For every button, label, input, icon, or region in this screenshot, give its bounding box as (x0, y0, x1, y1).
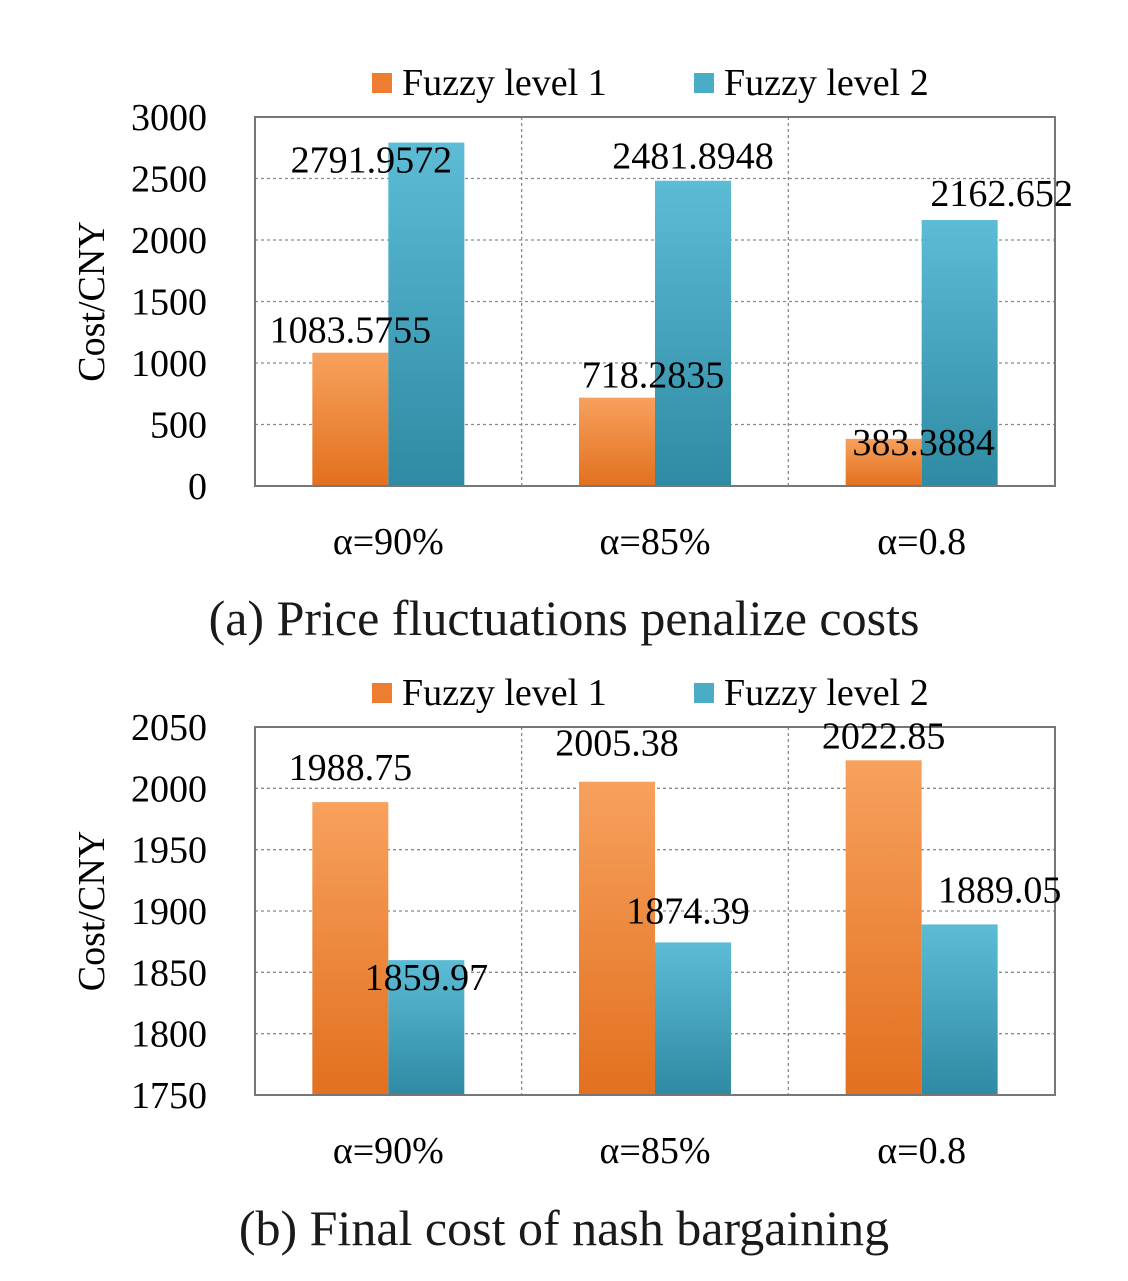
plot-frame (254, 116, 1056, 487)
data-label-series2: 2791.9572 (291, 140, 453, 182)
bar-series2-0 (388, 960, 465, 1095)
y-tick-label: 1800 (131, 1014, 207, 1056)
bar-series1-2 (845, 760, 922, 1095)
chart-a-caption: (a) Price fluctuations penalize costs (208, 590, 920, 646)
data-label-series1: 718.2835 (582, 355, 725, 397)
data-label-series2: 2481.8948 (612, 136, 774, 178)
x-category-label: α=85% (600, 1130, 711, 1172)
y-tick-label: 2500 (131, 159, 207, 201)
legend-label-series1: Fuzzy level 1 (402, 672, 607, 714)
chart-a: 0 500 1000 1500 2000 2500 3000 Cost/CNY α=90% α=8… (71, 62, 1073, 563)
y-tick-label: 2000 (131, 220, 207, 262)
x-category-label: α=0.8 (877, 521, 966, 563)
bar-series2-0 (388, 142, 465, 486)
bar-series2-2 (921, 924, 998, 1095)
data-label-series2: 2162.652 (930, 173, 1073, 215)
bar-series2-1 (655, 180, 731, 487)
y-tick-label: 1950 (131, 830, 207, 872)
legend-label-series2: Fuzzy level 2 (724, 62, 929, 104)
x-category-label: α=90% (333, 521, 444, 563)
y-axis-title: Cost/CNY (71, 831, 113, 991)
bar-series1-2 (845, 438, 922, 486)
bar-series1-0 (312, 352, 389, 486)
y-tick-label: 1850 (131, 952, 207, 994)
data-label-series1: 2005.38 (555, 723, 679, 765)
data-label-series1: 1988.75 (289, 747, 413, 789)
y-tick-label: 1750 (131, 1075, 207, 1117)
legend-swatch-series1 (372, 73, 392, 93)
data-label-series1: 1083.5755 (270, 310, 432, 352)
data-label-series1: 2022.85 (822, 715, 946, 757)
bar-series2-2 (921, 219, 998, 486)
plot-frame (254, 726, 1056, 1096)
y-axis-title: Cost/CNY (71, 221, 113, 381)
y-tick-label: 2000 (131, 768, 207, 810)
legend-swatch-series2 (694, 683, 714, 703)
data-label-series2: 1874.39 (626, 890, 750, 932)
chart-b: 1750 1800 1850 1900 1950 2000 2050 Cost/CNY α=90… (71, 672, 1062, 1172)
legend: Fuzzy level 1 Fuzzy level 2 (372, 62, 929, 104)
data-label-series2: 1859.97 (365, 957, 489, 999)
legend-label-series2: Fuzzy level 2 (724, 672, 929, 714)
legend-swatch-series2 (694, 73, 714, 93)
bar-series2-1 (655, 942, 731, 1095)
legend: Fuzzy level 1 Fuzzy level 2 (372, 672, 929, 714)
chart-panel-b: 1750 1800 1850 1900 1950 2000 2050 Cost/CNY α=90… (0, 655, 1128, 1281)
y-tick-label: 1900 (131, 891, 207, 933)
chart-b-caption: (b) Final cost of nash bargaining (238, 1200, 890, 1256)
bar-series1-1 (579, 781, 655, 1095)
x-category-label: α=90% (333, 1130, 444, 1172)
chart-panel-a: 0 500 1000 1500 2000 2500 3000 Cost/CNY α=90% α=8… (71, 62, 1073, 646)
bar-series1-1 (579, 397, 655, 486)
x-category-label: α=85% (600, 521, 711, 563)
bar-series1-0 (312, 802, 389, 1095)
legend-swatch-series1 (372, 683, 392, 703)
data-label-series1: 383.3884 (852, 422, 995, 464)
y-tick-label: 0 (188, 466, 207, 508)
y-tick-label: 1500 (131, 282, 207, 324)
y-tick-label: 1000 (131, 343, 207, 385)
data-label-series2: 1889.05 (938, 869, 1062, 911)
x-category-label: α=0.8 (877, 1130, 966, 1172)
y-tick-label: 3000 (131, 97, 207, 139)
y-tick-label: 500 (150, 405, 207, 447)
y-tick-label: 2050 (131, 707, 207, 749)
legend-label-series1: Fuzzy level 1 (402, 62, 607, 104)
